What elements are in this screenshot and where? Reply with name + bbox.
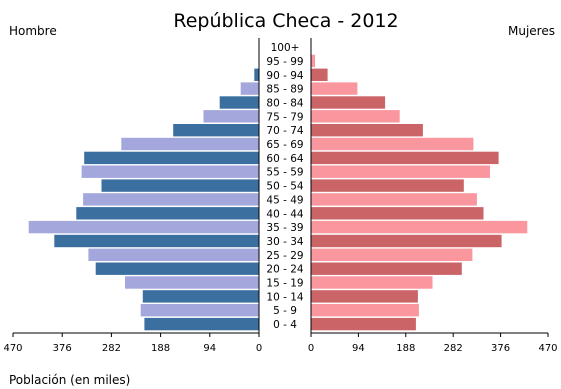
male-tick-label: 282 — [102, 343, 121, 354]
male-bar-50-54 — [101, 179, 259, 192]
age-label: 70 - 74 — [266, 125, 304, 137]
female-bar-40-44 — [311, 207, 484, 220]
female-bar-15-19 — [311, 276, 433, 289]
female-tick-label: 376 — [491, 343, 510, 354]
male-bar-0-4 — [144, 317, 259, 331]
age-label: 55 - 59 — [266, 167, 303, 179]
age-label: 5 - 9 — [273, 305, 297, 317]
female-bar-55-59 — [311, 165, 490, 178]
female-bar-5-9 — [311, 304, 419, 317]
female-bar-70-74 — [311, 124, 423, 137]
male-bar-85-89 — [240, 82, 259, 95]
male-bar-5-9 — [140, 304, 259, 317]
age-label: 80 - 84 — [266, 98, 304, 110]
female-bar-20-24 — [311, 262, 462, 275]
female-bars — [311, 40, 528, 331]
male-side-label: Hombre — [9, 24, 57, 38]
age-label: 45 - 49 — [266, 194, 303, 206]
age-label: 25 - 29 — [266, 250, 303, 262]
female-bar-90-94 — [311, 68, 328, 81]
female-tick-label: 282 — [444, 343, 463, 354]
male-tick-label: 376 — [53, 343, 72, 354]
x-axis-label: Población (en miles) — [9, 373, 130, 387]
female-bar-50-54 — [311, 179, 464, 192]
male-bar-10-14 — [142, 290, 259, 303]
female-tick-label: 188 — [396, 343, 415, 354]
age-label: 30 - 34 — [266, 236, 304, 248]
male-bar-30-34 — [54, 234, 259, 248]
male-bar-15-19 — [125, 276, 259, 289]
age-label: 65 - 69 — [266, 139, 303, 151]
female-side-label: Mujeres — [508, 24, 555, 38]
male-bar-55-59 — [81, 165, 259, 178]
x-axes: 470 376 282 188 94 0 0 94 188 282 376 470 — [3, 38, 558, 354]
age-label: 35 - 39 — [266, 222, 303, 234]
age-label: 10 - 14 — [266, 291, 304, 303]
female-tick-label: 0 — [308, 343, 314, 354]
female-bar-0-4 — [311, 317, 416, 331]
age-label: 60 - 64 — [266, 153, 304, 165]
female-bar-25-29 — [311, 248, 473, 261]
age-label: 0 - 4 — [273, 319, 297, 331]
female-bar-65-69 — [311, 137, 474, 151]
age-label: 100+ — [271, 42, 300, 54]
male-bars — [28, 54, 260, 331]
age-label: 90 - 94 — [266, 70, 304, 82]
male-tick-label: 188 — [151, 343, 170, 354]
male-bar-20-24 — [95, 262, 259, 275]
male-tick-label: 0 — [256, 343, 262, 354]
male-bar-90-94 — [254, 68, 259, 81]
female-bar-75-79 — [311, 110, 400, 123]
age-label: 85 - 89 — [266, 84, 303, 96]
age-label: 20 - 24 — [266, 264, 304, 276]
age-label: 40 - 44 — [266, 208, 304, 220]
male-bar-35-39 — [28, 220, 260, 234]
male-bar-80-84 — [219, 96, 259, 109]
female-tick-label: 470 — [538, 343, 557, 354]
female-bar-30-34 — [311, 234, 502, 248]
female-tick-label: 94 — [352, 343, 365, 354]
female-bar-60-64 — [311, 151, 499, 165]
male-bar-60-64 — [84, 151, 259, 165]
male-tick-label: 470 — [3, 343, 22, 354]
female-bar-80-84 — [311, 96, 386, 109]
female-bar-85-89 — [311, 82, 358, 95]
age-label: 95 - 99 — [266, 56, 303, 68]
male-tick-label: 94 — [203, 343, 216, 354]
female-bar-10-14 — [311, 290, 418, 303]
age-label: 50 - 54 — [266, 181, 304, 193]
male-bar-65-69 — [121, 137, 259, 151]
age-label: 15 - 19 — [266, 278, 303, 290]
female-bar-95-99 — [311, 54, 315, 68]
male-bar-25-29 — [88, 248, 260, 261]
female-bar-35-39 — [311, 220, 528, 234]
female-bar-45-49 — [311, 193, 477, 206]
male-bar-40-44 — [76, 207, 259, 220]
chart-title: República Checa - 2012 — [173, 10, 398, 32]
age-label: 75 - 79 — [266, 111, 303, 123]
male-bar-75-79 — [203, 110, 259, 123]
male-bar-70-74 — [173, 124, 259, 137]
male-bar-45-49 — [83, 193, 259, 206]
